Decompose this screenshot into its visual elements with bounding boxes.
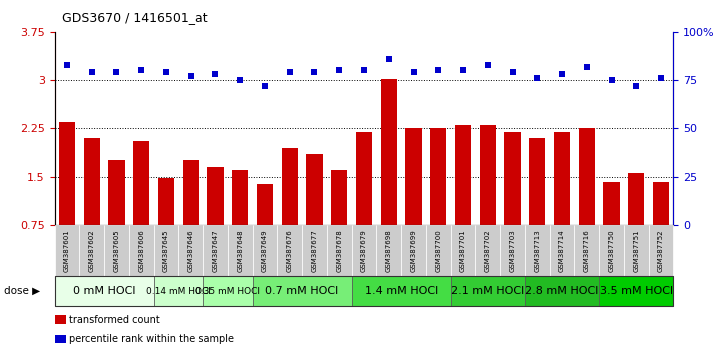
Bar [628, 173, 644, 225]
Point [61, 62, 73, 68]
Text: GSM387716: GSM387716 [584, 229, 590, 272]
Bar [108, 160, 124, 225]
Bar [257, 184, 273, 225]
Point [185, 73, 197, 79]
Bar [59, 122, 75, 225]
Text: GSM387606: GSM387606 [138, 229, 144, 272]
Text: GSM387752: GSM387752 [658, 229, 664, 272]
Text: GSM387605: GSM387605 [114, 229, 119, 272]
Text: GSM387601: GSM387601 [64, 229, 70, 272]
Point [408, 69, 419, 75]
Text: GSM387647: GSM387647 [213, 229, 218, 272]
Point [432, 68, 444, 73]
Bar [554, 132, 570, 225]
Text: 0 mM HOCl: 0 mM HOCl [73, 286, 135, 296]
Bar [579, 129, 595, 225]
Text: GSM387699: GSM387699 [411, 229, 416, 272]
Text: 0.35 mM HOCl: 0.35 mM HOCl [195, 287, 261, 296]
Text: GSM387676: GSM387676 [287, 229, 293, 272]
Text: GSM387698: GSM387698 [386, 229, 392, 272]
Bar [480, 125, 496, 225]
Bar [306, 154, 323, 225]
Text: 1.4 mM HOCl: 1.4 mM HOCl [365, 286, 438, 296]
Text: GSM387751: GSM387751 [633, 229, 639, 272]
Point [259, 83, 271, 89]
Point [160, 69, 172, 75]
Bar [653, 182, 669, 225]
Point [86, 69, 98, 75]
Point [556, 72, 568, 77]
Bar [455, 125, 471, 225]
Bar [604, 182, 620, 225]
Point [630, 83, 642, 89]
Bar [282, 148, 298, 225]
Bar [430, 129, 446, 225]
Text: GSM387703: GSM387703 [510, 229, 515, 272]
Point [234, 77, 246, 83]
Text: GSM387649: GSM387649 [262, 229, 268, 272]
Bar [505, 132, 521, 225]
Text: percentile rank within the sample: percentile rank within the sample [69, 334, 234, 344]
Text: GSM387679: GSM387679 [361, 229, 367, 272]
Point [655, 75, 667, 81]
Point [309, 69, 320, 75]
Point [482, 62, 494, 68]
Text: GSM387714: GSM387714 [559, 229, 565, 272]
Text: GSM387677: GSM387677 [312, 229, 317, 272]
Bar [183, 160, 199, 225]
Text: 0.7 mM HOCl: 0.7 mM HOCl [266, 286, 339, 296]
Text: GSM387713: GSM387713 [534, 229, 540, 272]
Text: GSM387701: GSM387701 [460, 229, 466, 272]
Text: GSM387702: GSM387702 [485, 229, 491, 272]
Bar [356, 132, 372, 225]
Point [606, 77, 617, 83]
Bar [158, 178, 174, 225]
Bar [84, 138, 100, 225]
Point [531, 75, 543, 81]
Text: 2.8 mM HOCl: 2.8 mM HOCl [526, 286, 598, 296]
Point [284, 69, 296, 75]
Text: GSM387678: GSM387678 [336, 229, 342, 272]
Point [111, 69, 122, 75]
Text: GSM387645: GSM387645 [163, 229, 169, 272]
Text: GDS3670 / 1416501_at: GDS3670 / 1416501_at [62, 11, 207, 24]
Text: GSM387646: GSM387646 [188, 229, 194, 272]
Bar [529, 138, 545, 225]
Point [507, 69, 518, 75]
Point [333, 68, 345, 73]
Point [383, 56, 395, 62]
Text: GSM387602: GSM387602 [89, 229, 95, 272]
Point [210, 72, 221, 77]
Text: 3.5 mM HOCl: 3.5 mM HOCl [600, 286, 673, 296]
Bar [207, 167, 223, 225]
Text: GSM387750: GSM387750 [609, 229, 614, 272]
Text: GSM387700: GSM387700 [435, 229, 441, 272]
Text: dose ▶: dose ▶ [4, 286, 40, 296]
Text: 2.1 mM HOCl: 2.1 mM HOCl [451, 286, 524, 296]
Text: 0.14 mM HOCl: 0.14 mM HOCl [146, 287, 211, 296]
Text: transformed count: transformed count [69, 315, 160, 325]
Bar [133, 141, 149, 225]
Bar [381, 79, 397, 225]
Point [358, 68, 370, 73]
Point [135, 68, 147, 73]
Bar [405, 129, 422, 225]
Text: GSM387648: GSM387648 [237, 229, 243, 272]
Point [581, 64, 593, 69]
Point [457, 68, 469, 73]
Bar [232, 170, 248, 225]
Bar [331, 170, 347, 225]
